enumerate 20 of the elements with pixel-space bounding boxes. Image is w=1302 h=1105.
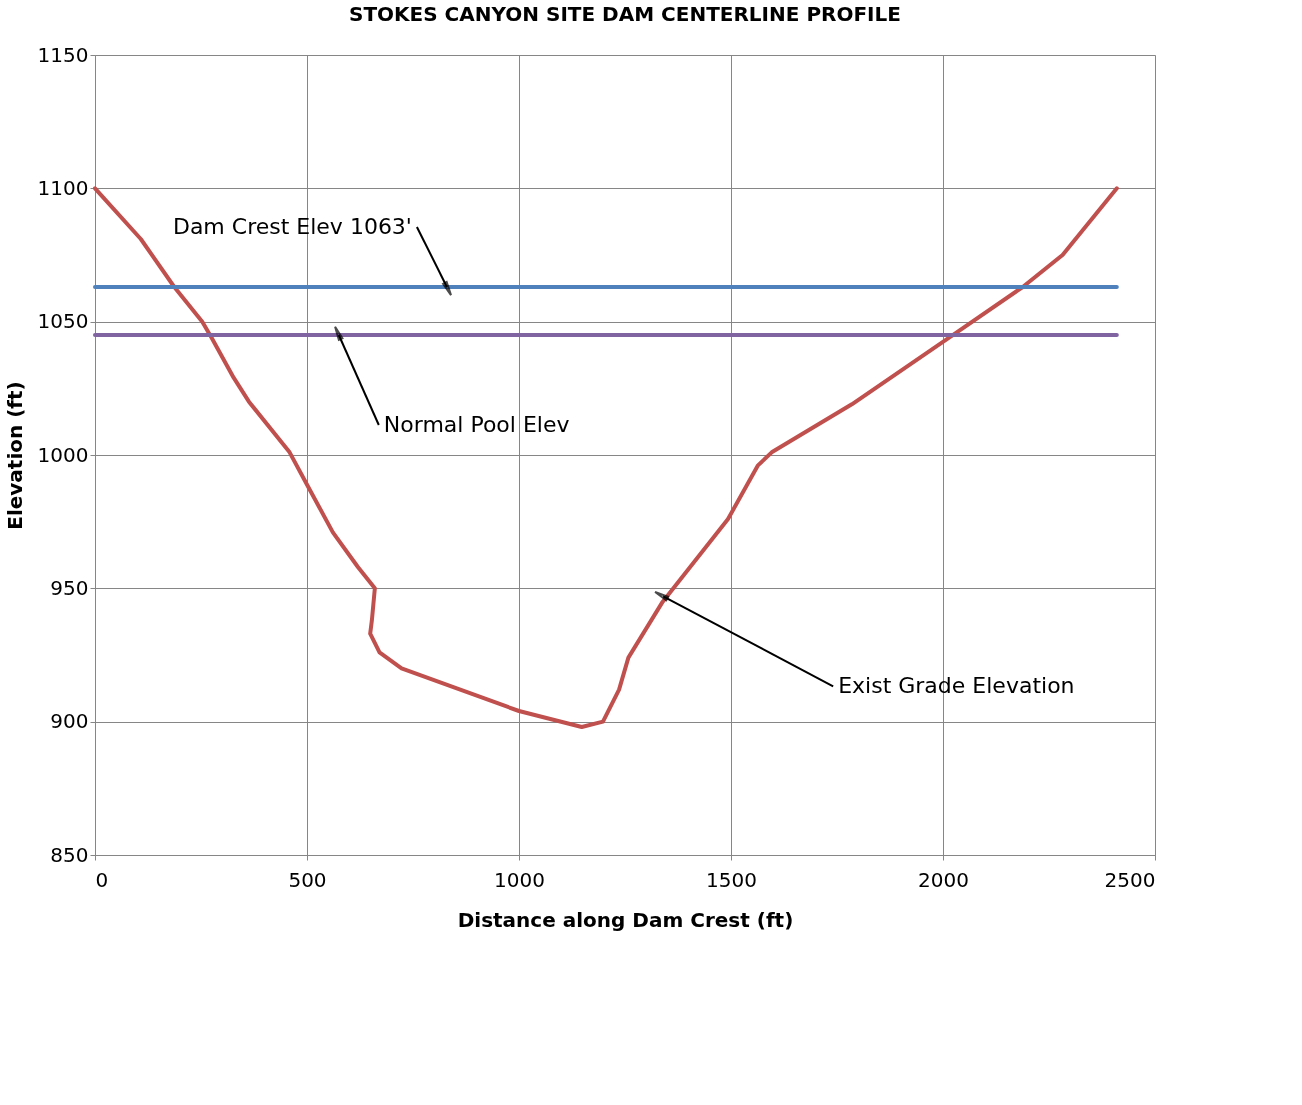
x-tick-label: 0 [95, 867, 109, 892]
y-tick-label: 1100 [37, 175, 89, 200]
annotation: Normal Pool Elev [383, 412, 570, 437]
y-tick-label: 1150 [37, 42, 89, 67]
y-tick-label: 900 [50, 709, 89, 734]
annotation: Exist Grade Elevation [838, 673, 1075, 699]
x-tick-label: 1500 [706, 867, 757, 892]
x-axis-title: Distance along Dam Crest (ft) [457, 907, 794, 932]
y-tick-label: 1050 [37, 309, 89, 334]
annotation: Dam Crest Elev 1063' [172, 214, 412, 239]
y-axis-title: Elevation (ft) [2, 381, 27, 530]
x-tick-label: 500 [288, 867, 327, 892]
y-tick-label: 1000 [37, 442, 89, 467]
x-tick-label: 1000 [494, 867, 545, 892]
x-tick-label: 2500 [1104, 867, 1156, 892]
y-tick-label: 950 [50, 575, 89, 600]
line-series [93, 186, 1119, 729]
y-tick-label: 850 [50, 842, 89, 867]
chart-title: STOKES CANYON SITE DAM CENTERLINE PROFILE [349, 2, 901, 26]
x-tick-label: 2000 [918, 867, 969, 892]
